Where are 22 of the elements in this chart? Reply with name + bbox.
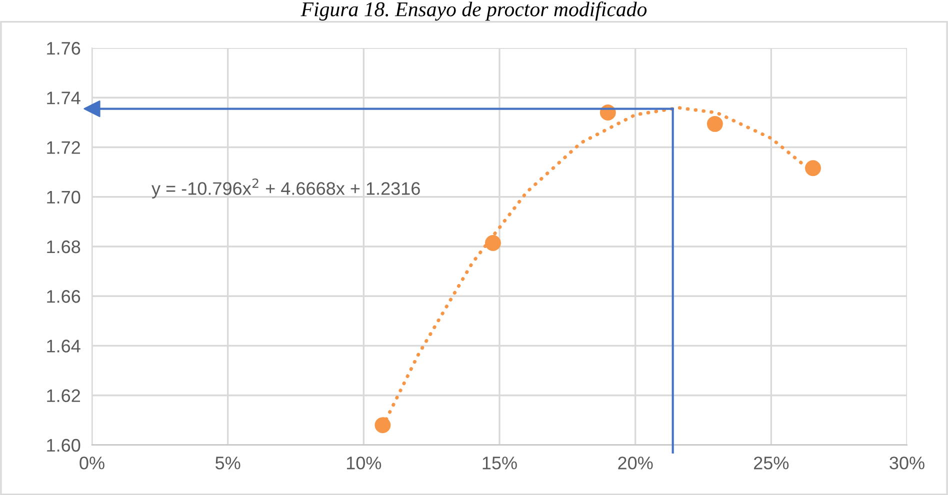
y-tick-label: 1.70 xyxy=(47,190,80,204)
x-tick-label: 0% xyxy=(80,456,104,470)
x-tick-label: 20% xyxy=(618,456,653,470)
point xyxy=(485,235,501,252)
x-tick-label: 25% xyxy=(754,456,789,470)
x-tick-label: 15% xyxy=(482,456,517,470)
y-tick-label: 1.60 xyxy=(47,438,80,452)
y-tick-label: 1.74 xyxy=(47,92,80,104)
y-tick-label: 1.68 xyxy=(47,240,80,254)
x-tick-label: 5% xyxy=(216,456,240,470)
point xyxy=(805,160,821,176)
y-tick-label: 1.76 xyxy=(47,42,80,55)
point xyxy=(374,417,391,434)
x-tick-label: 30% xyxy=(890,456,924,470)
x-tick-label: 10% xyxy=(346,456,382,470)
y-tick-label: 1.64 xyxy=(47,340,80,352)
y-tick-label: 1.66 xyxy=(47,290,80,303)
y-tick-label: 1.72 xyxy=(47,141,80,154)
y-tick-label: 1.62 xyxy=(47,389,80,402)
point xyxy=(706,116,723,132)
chart-title: Figura 18. Ensayo de proctor modificado xyxy=(300,1,647,21)
annotation: y = -10.796x$^{2}$ + 4.6668x + 1.2316 xyxy=(152,178,420,198)
